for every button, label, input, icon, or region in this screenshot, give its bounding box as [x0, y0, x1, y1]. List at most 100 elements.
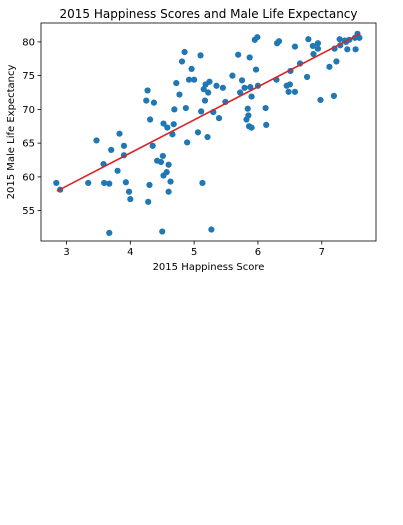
data-point — [185, 76, 193, 83]
data-point — [213, 82, 220, 89]
data-point — [244, 105, 251, 112]
data-point — [160, 120, 167, 127]
data-point — [127, 196, 134, 203]
data-point — [163, 169, 170, 176]
data-point — [352, 46, 359, 53]
data-point — [106, 180, 113, 187]
data-point — [108, 146, 115, 153]
data-point — [333, 58, 340, 65]
data-point — [171, 106, 178, 113]
y-tick-label: 65 — [22, 139, 35, 150]
plot-frame — [40, 22, 377, 242]
data-point — [317, 96, 324, 104]
data-point — [314, 45, 322, 52]
data-point — [143, 97, 150, 104]
data-point — [238, 77, 246, 84]
data-point — [310, 50, 317, 58]
data-point — [208, 226, 215, 233]
data-point — [106, 229, 113, 236]
data-point — [204, 133, 211, 141]
data-point — [219, 84, 226, 91]
data-point — [93, 137, 100, 144]
data-point — [291, 43, 299, 50]
x-tick-label: 5 — [191, 247, 197, 258]
data-point — [215, 115, 223, 122]
data-point — [245, 112, 252, 119]
data-point — [194, 129, 202, 136]
y-tick-label: 60 — [22, 172, 35, 183]
data-point — [248, 93, 255, 100]
data-point — [181, 48, 188, 56]
data-point — [344, 46, 351, 53]
data-point — [122, 179, 129, 186]
data-point — [199, 179, 206, 187]
data-point — [205, 89, 212, 96]
x-tick-label: 4 — [127, 247, 133, 258]
data-point — [101, 179, 108, 187]
data-point — [247, 84, 254, 91]
data-point — [201, 97, 209, 104]
y-tick-label: 70 — [22, 105, 35, 116]
data-point — [285, 88, 292, 95]
data-point — [200, 86, 207, 93]
y-tick-label: 80 — [22, 37, 35, 48]
data-point — [191, 76, 198, 83]
data-point — [114, 167, 121, 174]
plot-area: 3 4 5 6 7 55 60 65 70 75 80 — [22, 22, 377, 258]
x-tick-label: 6 — [255, 247, 261, 258]
y-tick-label: 75 — [22, 71, 35, 82]
data-point — [188, 65, 195, 72]
data-point — [184, 139, 191, 146]
data-point — [182, 104, 189, 112]
data-point — [170, 121, 177, 128]
data-point — [309, 42, 316, 50]
data-point — [336, 36, 343, 43]
data-point — [303, 73, 311, 81]
data-point — [145, 198, 152, 205]
data-point — [236, 89, 244, 96]
data-point — [356, 34, 363, 41]
x-tick-label: 3 — [63, 247, 69, 258]
data-point — [248, 124, 255, 131]
x-axis-label: 2015 Happiness Score — [153, 262, 265, 273]
data-point — [254, 34, 261, 41]
data-point — [144, 87, 151, 94]
data-point — [125, 188, 133, 195]
data-point — [291, 88, 299, 95]
data-point — [262, 104, 269, 112]
data-point — [120, 142, 128, 149]
data-point — [198, 108, 205, 115]
data-point — [314, 40, 322, 47]
data-point — [206, 78, 213, 85]
x-tick-label: 7 — [319, 247, 325, 258]
data-point — [305, 36, 312, 43]
data-point — [173, 79, 180, 87]
data-point — [252, 66, 260, 73]
data-point — [149, 142, 156, 149]
data-point — [157, 158, 165, 166]
data-point — [167, 178, 174, 185]
data-point — [164, 124, 171, 131]
y-tick-label: 55 — [22, 206, 35, 217]
data-point — [178, 58, 186, 65]
trend-line — [56, 33, 361, 192]
chart-title: 2015 Happiness Scores and Male Life Expe… — [60, 7, 358, 21]
data-point — [197, 52, 204, 59]
data-point — [235, 51, 242, 58]
data-point — [165, 161, 172, 168]
data-point — [286, 81, 293, 88]
data-point — [275, 38, 283, 45]
data-point — [326, 63, 333, 70]
data-point — [147, 116, 154, 123]
data-point — [263, 121, 270, 129]
data-point — [246, 54, 253, 61]
data-point — [146, 181, 153, 189]
data-point — [176, 91, 183, 98]
data-point — [330, 92, 337, 99]
data-point — [85, 179, 92, 187]
data-point — [165, 188, 172, 195]
data-point — [150, 99, 158, 106]
data-point — [116, 130, 123, 137]
